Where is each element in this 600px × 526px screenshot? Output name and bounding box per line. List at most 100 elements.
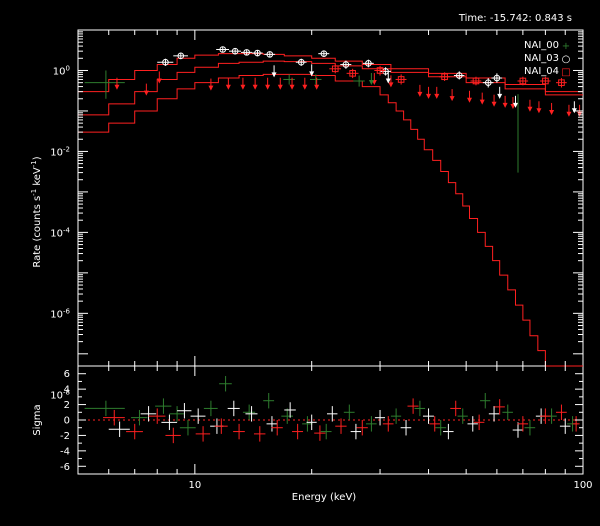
residual-point (306, 414, 317, 431)
circle-marker (219, 46, 227, 53)
residual-point (374, 409, 386, 426)
upper-limit-head (512, 102, 518, 108)
residual-point (131, 409, 148, 426)
legend-symbol: □ (561, 67, 570, 78)
upper-limit-arrow (156, 71, 162, 84)
residual-point (517, 416, 529, 432)
residual-point (320, 423, 332, 440)
square-marker (441, 73, 448, 81)
data-point (295, 58, 307, 66)
circle-marker (365, 60, 372, 67)
data-point (439, 72, 450, 81)
upper-limit-arrow (497, 86, 503, 99)
square-marker (397, 76, 405, 83)
upper-limit-head (156, 78, 162, 84)
residual-point (555, 404, 567, 420)
upper-limit-head (536, 108, 542, 114)
circle-marker (177, 52, 185, 60)
residual-point (161, 414, 178, 431)
y-tick-label: 10-8 (50, 388, 70, 401)
y-tick-label: 100 (53, 64, 70, 77)
resid-y-tick-label: 0 (64, 416, 70, 427)
residual-point (242, 404, 256, 420)
upper-limit-arrow (434, 86, 440, 99)
upper-limit-head (265, 84, 271, 90)
data-point (491, 73, 503, 83)
residual-point (335, 418, 347, 434)
residual-point (271, 420, 283, 436)
residual-point (524, 420, 536, 436)
square-marker (519, 77, 527, 85)
upper-limit-head (417, 91, 423, 97)
upper-limit-head (252, 84, 258, 90)
residual-point (473, 414, 485, 431)
data-point (453, 71, 465, 80)
data-point (264, 51, 276, 58)
upper-limit-arrow (388, 75, 394, 88)
x-axis-label: Energy (keV) (292, 492, 357, 503)
data-point (470, 76, 482, 86)
residual-point (400, 420, 412, 436)
residual-point (480, 393, 491, 409)
square-marker (542, 77, 549, 85)
square-marker (472, 77, 480, 85)
circle-marker (493, 74, 501, 82)
upper-limit-head (388, 82, 394, 88)
upper-limit-head (449, 96, 455, 102)
residual-point (284, 402, 296, 418)
y-tick-label: 10-6 (50, 307, 70, 320)
upper-limit-head (208, 85, 214, 91)
upper-limit-head (466, 97, 472, 103)
residual-point (165, 427, 181, 444)
upper-limit-arrow (491, 94, 497, 107)
residual-point (214, 418, 228, 434)
upper-limit-head (385, 78, 391, 84)
residual-point (190, 408, 206, 424)
upper-limit-arrow (225, 77, 231, 90)
circle-marker (297, 58, 305, 66)
upper-limit-head (277, 84, 283, 90)
residual-point (435, 420, 447, 436)
residual-point (326, 406, 338, 422)
residual-point (559, 418, 571, 434)
chart-title: Time: -15.742: 0.843 s (458, 13, 572, 24)
residual-point (233, 423, 245, 440)
residual-point (169, 406, 185, 422)
upper-limit-head (143, 90, 149, 96)
circle-marker (266, 51, 274, 58)
upper-limit-arrow (240, 77, 246, 90)
resid-y-tick-label: -6 (60, 462, 70, 473)
upper-limit-arrow (417, 84, 423, 97)
data-point (353, 75, 365, 87)
upper-limit-head (497, 93, 503, 99)
square-marker (349, 70, 356, 77)
data-point (482, 78, 494, 88)
residual-point (429, 416, 440, 432)
residual-point (488, 406, 500, 422)
resid-y-tick-label: 2 (64, 400, 70, 411)
residual-point (407, 398, 419, 414)
square-marker (331, 65, 339, 73)
residual-point (365, 416, 377, 432)
data-point (329, 64, 342, 74)
residual-y-axis-label: Sigma (32, 404, 43, 435)
upper-limit-head (426, 93, 432, 99)
residual-point (512, 422, 524, 438)
circle-marker (484, 79, 492, 86)
x-tick-label: 10 (188, 480, 201, 491)
residual-point (314, 425, 326, 441)
upper-limit-arrow (143, 83, 149, 96)
upper-limit-head (302, 84, 308, 90)
legend-symbol: + (562, 41, 570, 52)
residual-point (443, 423, 454, 440)
upper-limit-head (309, 71, 315, 77)
upper-limit-arrow (449, 89, 455, 102)
legend-label: NAI_00 (524, 40, 559, 51)
data-point (374, 65, 386, 76)
upper-limit-arrow (309, 64, 315, 77)
residual-point (502, 404, 513, 420)
circle-marker (320, 50, 328, 57)
residual-point (414, 400, 426, 417)
